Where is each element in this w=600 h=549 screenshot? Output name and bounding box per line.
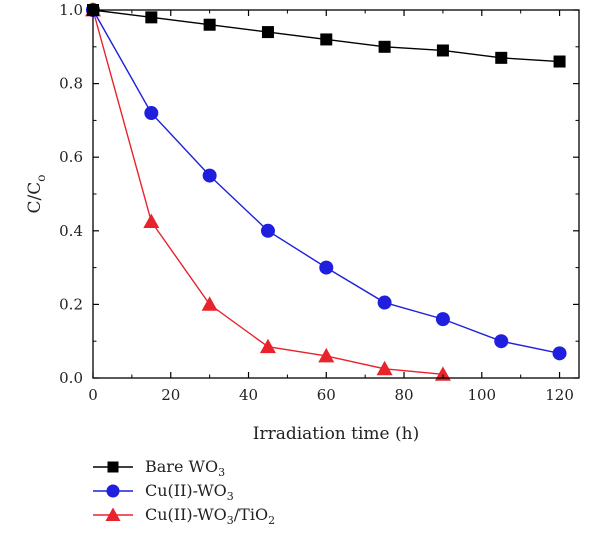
data-point xyxy=(202,168,217,183)
x-tick-label: 100 xyxy=(467,386,496,404)
data-point xyxy=(436,44,449,57)
x-tick-label: 40 xyxy=(239,386,258,404)
legend-item-0: Bare WO3 xyxy=(93,457,225,479)
series-line xyxy=(92,9,560,355)
data-point xyxy=(378,40,391,53)
legend-item-1: Cu(II)-WO3 xyxy=(93,481,234,503)
y-axis-label-subscript: o xyxy=(34,175,48,182)
data-point xyxy=(260,223,275,238)
y-tick-label: 0.2 xyxy=(59,295,83,313)
legend-label-subscript: 3 xyxy=(227,514,234,527)
legend-label-base: Cu(II)-WO xyxy=(145,481,227,500)
data-point xyxy=(143,213,160,228)
legend-label: Cu(II)-WO3 xyxy=(145,481,234,503)
data-point xyxy=(318,347,335,363)
data-point xyxy=(261,26,274,39)
y-tick-label: 0.4 xyxy=(59,222,83,240)
data-point xyxy=(494,334,509,349)
axes: 0 20 40 60 80 100 120 0.0 0.2 0.4 0.6 0.8 1.0 Irradia… xyxy=(25,1,580,444)
legend-label-base: Cu(II)-WO xyxy=(145,505,227,524)
data-point xyxy=(434,366,451,381)
legend-label-subscript: 3 xyxy=(227,490,234,503)
legend-label-subscript-2: 2 xyxy=(268,514,275,527)
y-axis-label-main: C/C xyxy=(25,182,45,214)
y-tick-label: 1.0 xyxy=(59,1,83,19)
x-tick-label: 120 xyxy=(545,386,574,404)
legend-marker xyxy=(105,507,121,521)
data-point xyxy=(319,260,334,275)
y-tick-label: 0.8 xyxy=(59,75,83,93)
x-tick-label: 20 xyxy=(161,386,180,404)
x-tick-label: 80 xyxy=(394,386,413,404)
data-point xyxy=(435,312,450,327)
legend-marker xyxy=(106,484,120,498)
y-tick-label: 0.0 xyxy=(59,369,83,387)
plot-frame xyxy=(92,9,580,379)
data-point xyxy=(377,295,392,310)
legend-label: Cu(II)-WO3/TiO2 xyxy=(145,505,275,527)
x-tick-label: 0 xyxy=(88,386,98,404)
series-0 xyxy=(87,4,566,68)
data-point xyxy=(320,33,333,46)
legend-label-base: Bare WO xyxy=(145,457,218,476)
y-tick-label: 0.6 xyxy=(59,148,83,166)
x-tick-label: 60 xyxy=(317,386,336,404)
series-2 xyxy=(85,2,451,381)
legend-label-subscript: 3 xyxy=(218,466,225,479)
series-line xyxy=(92,9,443,376)
data-point xyxy=(145,11,158,24)
data-point xyxy=(259,338,276,354)
data-point xyxy=(552,346,567,361)
legend-label: Bare WO3 xyxy=(145,457,225,479)
data-point xyxy=(203,18,216,31)
legend-item-2: Cu(II)-WO3/TiO2 xyxy=(93,505,275,527)
legend-marker xyxy=(107,461,119,473)
data-point xyxy=(495,51,508,64)
legend-label-suffix: /TiO xyxy=(234,505,268,524)
data-point xyxy=(201,296,218,311)
y-axis-label: C/Co xyxy=(25,175,48,214)
data-point xyxy=(376,360,393,376)
data-point xyxy=(144,106,159,121)
data-point xyxy=(553,55,566,68)
plot-area xyxy=(85,2,567,381)
x-axis-label: Irradiation time (h) xyxy=(253,424,419,444)
